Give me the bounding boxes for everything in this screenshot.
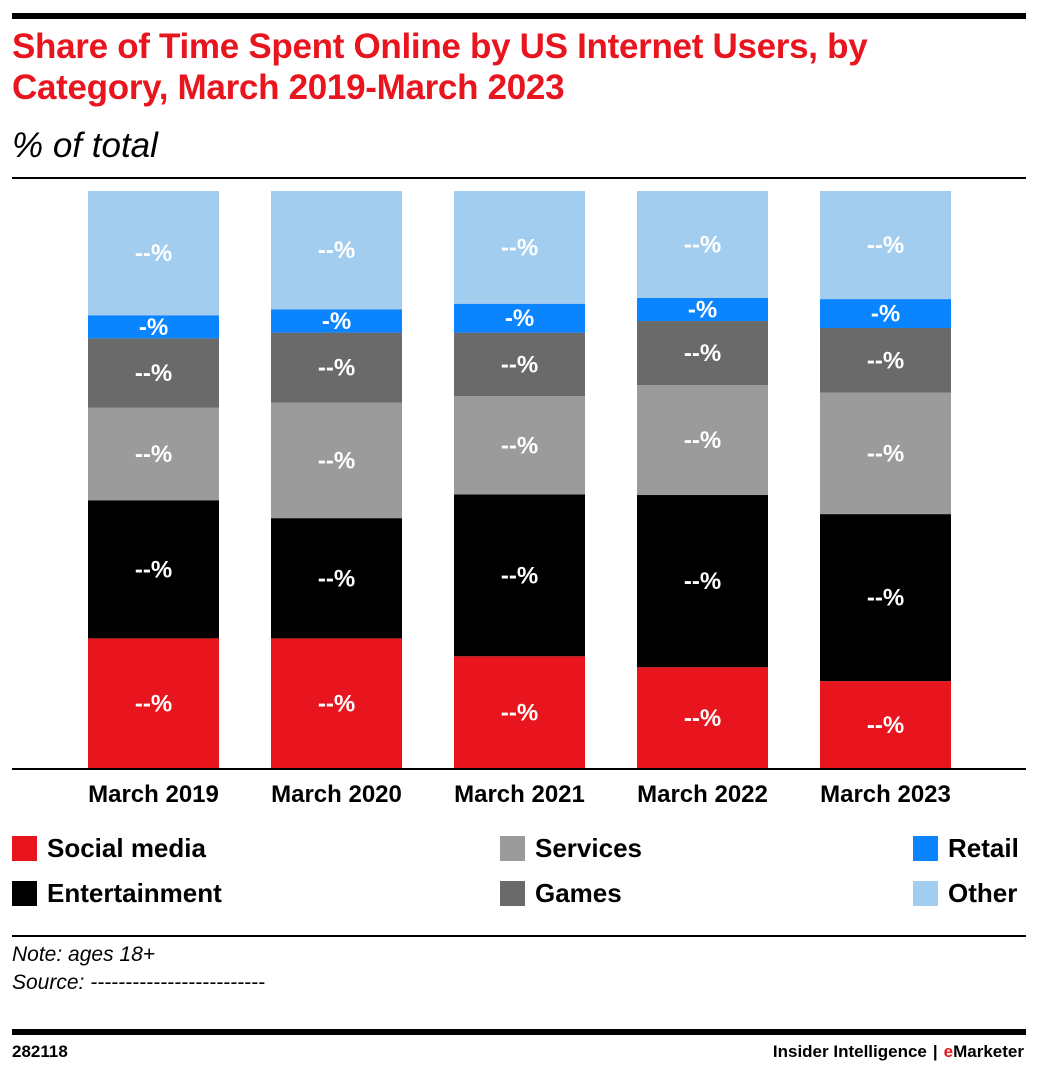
bar-segment-entertainment [88, 500, 219, 639]
data-label: --% [501, 562, 538, 589]
data-label: --% [501, 351, 538, 378]
data-label: --% [318, 447, 355, 474]
chart-id: 282118 [12, 1042, 68, 1061]
bar-segment-services [820, 392, 951, 515]
legend-item-retail: Retail [913, 833, 1019, 863]
data-label: --% [135, 360, 172, 387]
legend-swatch [500, 880, 525, 906]
data-label: --% [684, 340, 721, 367]
legend-item-social-media: Social media [12, 833, 206, 863]
bar-segment-services [637, 385, 768, 496]
data-label: --% [867, 712, 904, 739]
data-label: --% [318, 565, 355, 592]
data-label: --% [135, 691, 172, 718]
data-label: -% [871, 301, 900, 328]
data-label: --% [867, 232, 904, 259]
x-tick-label: March 2019 [88, 781, 219, 808]
data-label: --% [684, 705, 721, 732]
legend-swatch [12, 880, 37, 906]
bar-segment-other [454, 191, 585, 304]
notes-divider [12, 935, 1026, 937]
legend-label: Other [948, 877, 1018, 908]
data-label: --% [318, 355, 355, 382]
bar-segment-services [454, 396, 585, 495]
chart-subtitle: % of total [12, 126, 158, 165]
data-label: -% [505, 305, 534, 332]
data-label: --% [135, 441, 172, 468]
data-label: --% [135, 240, 172, 267]
bar-segment-games [271, 332, 402, 403]
bar-segment-social-media [271, 638, 402, 769]
stacked-bar-chart: --% --% --% --% -% --% March 2019 --% --% --% --% -… [12, 191, 1026, 808]
legend-item-other: Other [913, 878, 1017, 908]
brand-name: Insider Intelligence [772, 1042, 927, 1061]
bar-segment-social-media [88, 638, 219, 769]
bar-segment-retail [271, 309, 402, 333]
data-label: --% [684, 427, 721, 454]
bar-segment-other [637, 191, 768, 298]
bar-segment-entertainment [820, 514, 951, 682]
bar-segment-games [88, 338, 219, 408]
data-label: --% [867, 585, 904, 612]
legend-label: Entertainment [47, 877, 222, 908]
legend-item-games: Games [500, 878, 622, 908]
legend-label: Social media [47, 832, 206, 863]
data-label: -% [688, 296, 717, 323]
bar-segment-games [454, 332, 585, 397]
footer-rule [12, 1029, 1026, 1035]
brand-credit: Insider Intelligence | eMarketer [773, 1042, 1024, 1062]
top-rule [12, 13, 1026, 19]
bar-segment-social-media [820, 681, 951, 769]
brand-separator: | [932, 1042, 938, 1061]
data-label: -% [322, 308, 351, 335]
note-text: Note: ages 18+ [12, 943, 156, 966]
legend-swatch [913, 835, 938, 861]
bar-segment-other [88, 191, 219, 316]
bar-segment-other [271, 191, 402, 310]
data-label: --% [501, 700, 538, 727]
x-tick-label: March 2022 [637, 781, 768, 808]
bar-segment-social-media [454, 656, 585, 769]
bar-segment-entertainment [271, 518, 402, 639]
legend-swatch [913, 880, 938, 906]
source-text: Source: ------------------------- [12, 971, 266, 994]
legend-item-entertainment: Entertainment [12, 878, 222, 908]
header-divider [12, 177, 1026, 179]
bar-segment-retail [454, 303, 585, 333]
data-label: --% [135, 556, 172, 583]
bar-segment-entertainment [454, 494, 585, 657]
x-tick-label: March 2023 [820, 781, 951, 808]
bar-segment-retail [820, 299, 951, 328]
brand-accent-rest: Marketer [953, 1042, 1024, 1061]
bar-segment-games [820, 327, 951, 393]
data-label: --% [684, 568, 721, 595]
data-label: --% [501, 234, 538, 261]
bar-segment-social-media [637, 667, 768, 769]
bar-segment-retail [637, 297, 768, 322]
legend-swatch [12, 835, 37, 861]
data-label: --% [684, 231, 721, 258]
data-label: --% [501, 432, 538, 459]
legend-label: Services [535, 832, 642, 863]
data-label: -% [139, 314, 168, 341]
data-label: --% [867, 347, 904, 374]
legend-item-services: Services [500, 833, 642, 863]
data-label: --% [318, 237, 355, 264]
bar-segment-entertainment [637, 495, 768, 668]
x-tick-label: March 2021 [454, 781, 585, 808]
bar-segment-games [637, 321, 768, 386]
bar-segment-services [88, 407, 219, 501]
chart-title: Share of Time Spent Online by US Interne… [12, 27, 868, 107]
bar-segment-services [271, 402, 402, 519]
bar-segment-other [820, 191, 951, 300]
legend-label: Retail [948, 832, 1019, 863]
legend-label: Games [535, 877, 622, 908]
x-tick-label: March 2020 [271, 781, 402, 808]
legend-swatch [500, 835, 525, 861]
data-label: --% [867, 440, 904, 467]
brand-accent-prefix: e [943, 1042, 954, 1061]
bar-segment-retail [88, 315, 219, 339]
data-label: --% [318, 691, 355, 718]
